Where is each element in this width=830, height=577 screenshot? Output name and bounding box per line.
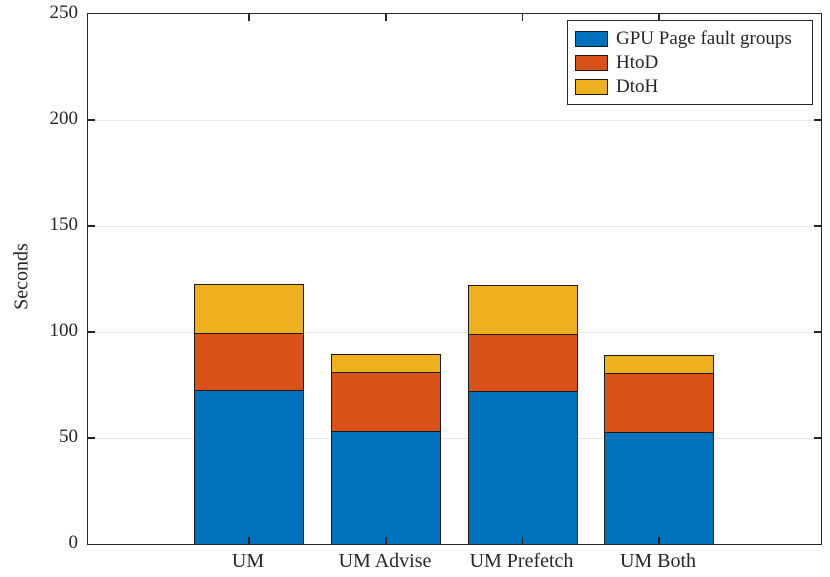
y-tick-mark: [814, 437, 821, 439]
legend-label: DtoH: [616, 76, 659, 97]
bar-segment-htod: [604, 373, 714, 432]
legend-item: DtoH: [575, 75, 804, 98]
bar-segment-gpu-page-fault-groups: [467, 391, 578, 544]
bar-segment-dtoh: [194, 284, 304, 334]
x-tick-mark: [248, 14, 250, 21]
y-tick-label: 0: [68, 532, 79, 553]
y-tick-label: 150: [49, 214, 79, 235]
bar-segment-gpu-page-fault-groups: [604, 431, 714, 544]
gridline: [88, 225, 821, 227]
bar-stack-um-both: [604, 355, 714, 544]
x-tick-label: UM: [231, 550, 265, 572]
x-tick-label: UM Both: [619, 550, 697, 572]
y-tick-mark: [814, 331, 821, 333]
legend-item: GPU Page fault groups: [575, 27, 804, 50]
y-tick-mark: [814, 119, 821, 121]
legend-label: GPU Page fault groups: [616, 28, 792, 49]
bar-segment-htod: [331, 372, 441, 431]
bar-stack-um-prefetch: [467, 285, 578, 544]
x-tick-mark: [521, 537, 524, 544]
y-tick-mark: [814, 225, 821, 227]
gridline: [88, 437, 821, 439]
bar-segment-htod: [194, 333, 304, 391]
y-tick-mark: [88, 437, 95, 439]
legend: GPU Page fault groups HtoD DtoH: [567, 20, 813, 105]
y-tick-label: 200: [49, 108, 79, 129]
bar-segment-gpu-page-fault-groups: [194, 390, 304, 544]
y-tick-label: 100: [49, 320, 79, 341]
bar-segment-dtoh: [604, 355, 714, 374]
y-tick-label: 250: [49, 2, 79, 23]
x-tick-mark: [658, 14, 660, 21]
x-tick-mark: [385, 14, 387, 21]
y-tick-label: 50: [59, 426, 78, 447]
legend-swatch: [575, 54, 608, 71]
legend-swatch: [575, 30, 608, 47]
bar-stack-um: [194, 284, 304, 544]
x-tick-label: UM Prefetch: [469, 550, 574, 572]
legend-label: HtoD: [616, 52, 659, 73]
bar-segment-dtoh: [331, 354, 441, 373]
bar-segment-htod: [467, 334, 578, 392]
y-tick-mark: [88, 225, 95, 227]
gridline: [88, 331, 821, 333]
legend-swatch: [575, 78, 608, 95]
bar-stack-um-advise: [331, 354, 441, 544]
legend-item: HtoD: [575, 51, 804, 74]
x-tick-mark: [521, 14, 524, 21]
x-tick-mark: [658, 537, 660, 544]
bar-segment-gpu-page-fault-groups: [331, 430, 441, 544]
bar-segment-dtoh: [467, 285, 578, 335]
x-tick-label: UM Advise: [338, 550, 432, 572]
x-tick-mark: [248, 537, 250, 544]
y-tick-mark: [88, 119, 95, 121]
y-tick-mark: [88, 331, 95, 333]
x-tick-mark: [385, 537, 387, 544]
y-axis-label: Seconds: [10, 243, 33, 310]
gridline: [88, 119, 821, 121]
